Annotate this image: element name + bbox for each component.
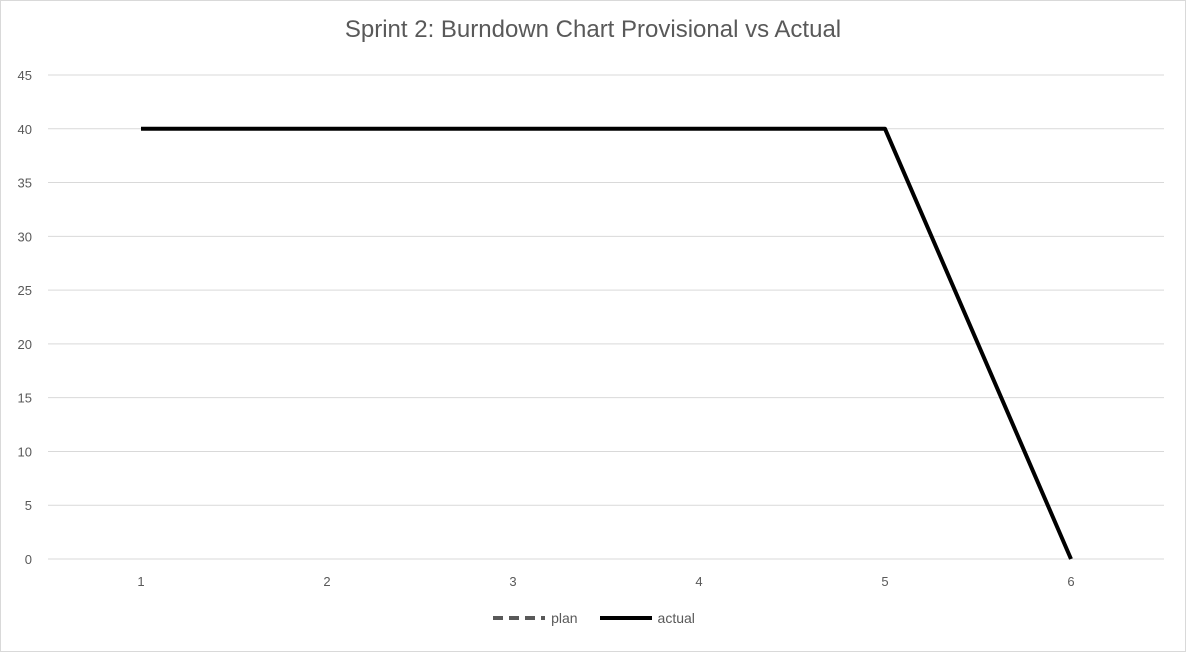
y-tick-label: 45 xyxy=(18,68,32,83)
x-axis-tick-labels: 1 2 3 4 5 6 xyxy=(137,574,1074,589)
y-tick-label: 35 xyxy=(18,176,32,191)
x-tick-label: 1 xyxy=(137,574,144,589)
legend: plan actual xyxy=(0,610,1186,626)
y-tick-label: 0 xyxy=(25,552,32,567)
series-lines xyxy=(141,126,1073,560)
x-tick-label: 5 xyxy=(881,574,888,589)
series-line-actual xyxy=(141,126,1073,560)
legend-label-plan: plan xyxy=(551,610,578,626)
y-tick-label: 25 xyxy=(18,283,32,298)
x-tick-label: 2 xyxy=(323,574,330,589)
y-tick-label: 40 xyxy=(18,122,32,137)
y-tick-label: 10 xyxy=(18,444,32,459)
y-tick-label: 15 xyxy=(18,391,32,406)
legend-label-actual: actual xyxy=(657,610,695,626)
x-tick-label: 4 xyxy=(695,574,702,589)
y-tick-label: 30 xyxy=(18,229,32,244)
legend-swatch-plan xyxy=(493,616,546,620)
x-tick-label: 6 xyxy=(1067,574,1074,589)
y-axis-tick-labels: 0 5 10 15 20 25 30 35 40 45 xyxy=(18,68,32,567)
x-tick-label: 3 xyxy=(509,574,516,589)
y-tick-label: 20 xyxy=(18,337,32,352)
y-tick-label: 5 xyxy=(25,498,32,513)
gridlines xyxy=(48,74,1164,560)
legend-item-actual: actual xyxy=(598,610,695,626)
legend-swatch-actual xyxy=(599,616,652,620)
legend-item-plan: plan xyxy=(491,610,578,626)
chart-title: Sprint 2: Burndown Chart Provisional vs … xyxy=(344,16,842,43)
